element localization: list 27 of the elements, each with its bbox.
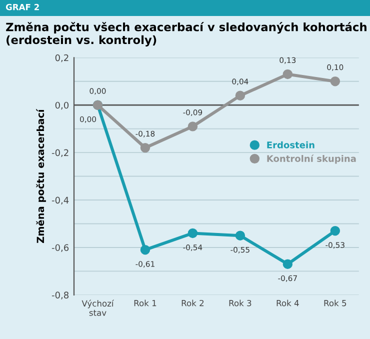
point — [235, 90, 246, 100]
point — [330, 76, 340, 86]
x-tick-label: Výchozí stav — [82, 300, 114, 316]
legend-label: Kontrolní skupina — [267, 154, 356, 164]
chart-title: Změna počtu všech exacerbací v sledovaných kohortách (erdostein vs. kontroly) — [6, 22, 366, 46]
point — [188, 122, 198, 132]
point — [282, 259, 293, 269]
x-tick-label: Rok 4 — [276, 300, 299, 306]
point — [235, 230, 246, 240]
legend-label: Erdostein — [267, 141, 314, 148]
x-tick-label: Rok 1 — [134, 300, 156, 306]
x-tick-label: Rok 5 — [324, 300, 346, 306]
x-tick-label: Rok 2 — [182, 300, 204, 306]
y-tick-label: -0,2 — [52, 149, 68, 158]
point — [330, 226, 340, 236]
y-tick-label: -0,8 — [52, 292, 69, 300]
chart-subtitle: GRAF 2 — [6, 4, 39, 10]
y-axis-title: Změna počtu exacerbací — [36, 108, 46, 243]
point — [140, 142, 150, 153]
y-tick-label: -0,4 — [52, 196, 69, 204]
y-tick-label: 0,0 — [55, 102, 69, 110]
y-tick-label: -0,6 — [52, 244, 69, 252]
y-tick-label: 0,2 — [55, 54, 68, 62]
point — [282, 69, 293, 80]
point — [140, 244, 150, 255]
x-tick-label: Rok 3 — [229, 300, 252, 306]
point — [188, 228, 198, 238]
